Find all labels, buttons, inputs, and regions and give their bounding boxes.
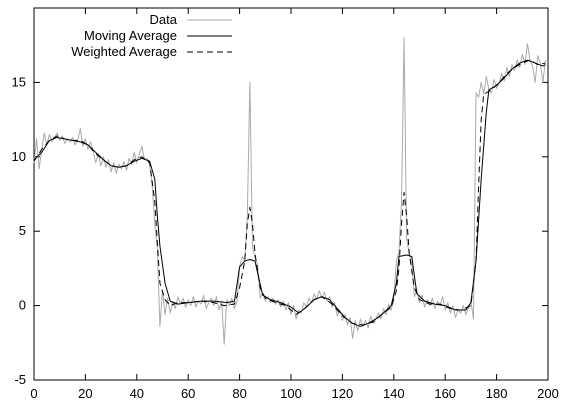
x-axis: 0 20 40 60 80 100 120 140 160 180 200 [30, 8, 559, 401]
y-tick-label: 10 [12, 149, 26, 164]
x-tick-label: 120 [332, 386, 354, 401]
x-tick-label: 60 [181, 386, 195, 401]
x-tick-label: 100 [280, 386, 302, 401]
x-tick-label: 180 [486, 386, 508, 401]
y-tick-label: 5 [19, 223, 26, 238]
x-tick-label: 0 [30, 386, 37, 401]
x-tick-label: 160 [434, 386, 456, 401]
y-tick-label: 0 [19, 298, 26, 313]
y-axis: -5 0 5 10 15 [12, 74, 548, 387]
legend-label: Moving Average [84, 28, 177, 43]
legend-label: Weighted Average [71, 44, 177, 59]
plot-frame [33, 7, 549, 381]
series-line-weighted-average [33, 59, 546, 326]
x-tick-label: 200 [537, 386, 559, 401]
series-layer [33, 37, 546, 345]
x-tick-label: 40 [130, 386, 144, 401]
y-tick-label: -5 [14, 372, 26, 387]
series-line-moving-average [33, 59, 546, 327]
x-tick-label: 80 [232, 386, 246, 401]
y-tick-label: 15 [12, 74, 26, 89]
x-tick-label: 140 [383, 386, 405, 401]
legend-label: Data [150, 12, 178, 27]
series-line-data [33, 37, 546, 345]
x-tick-label: 20 [78, 386, 92, 401]
